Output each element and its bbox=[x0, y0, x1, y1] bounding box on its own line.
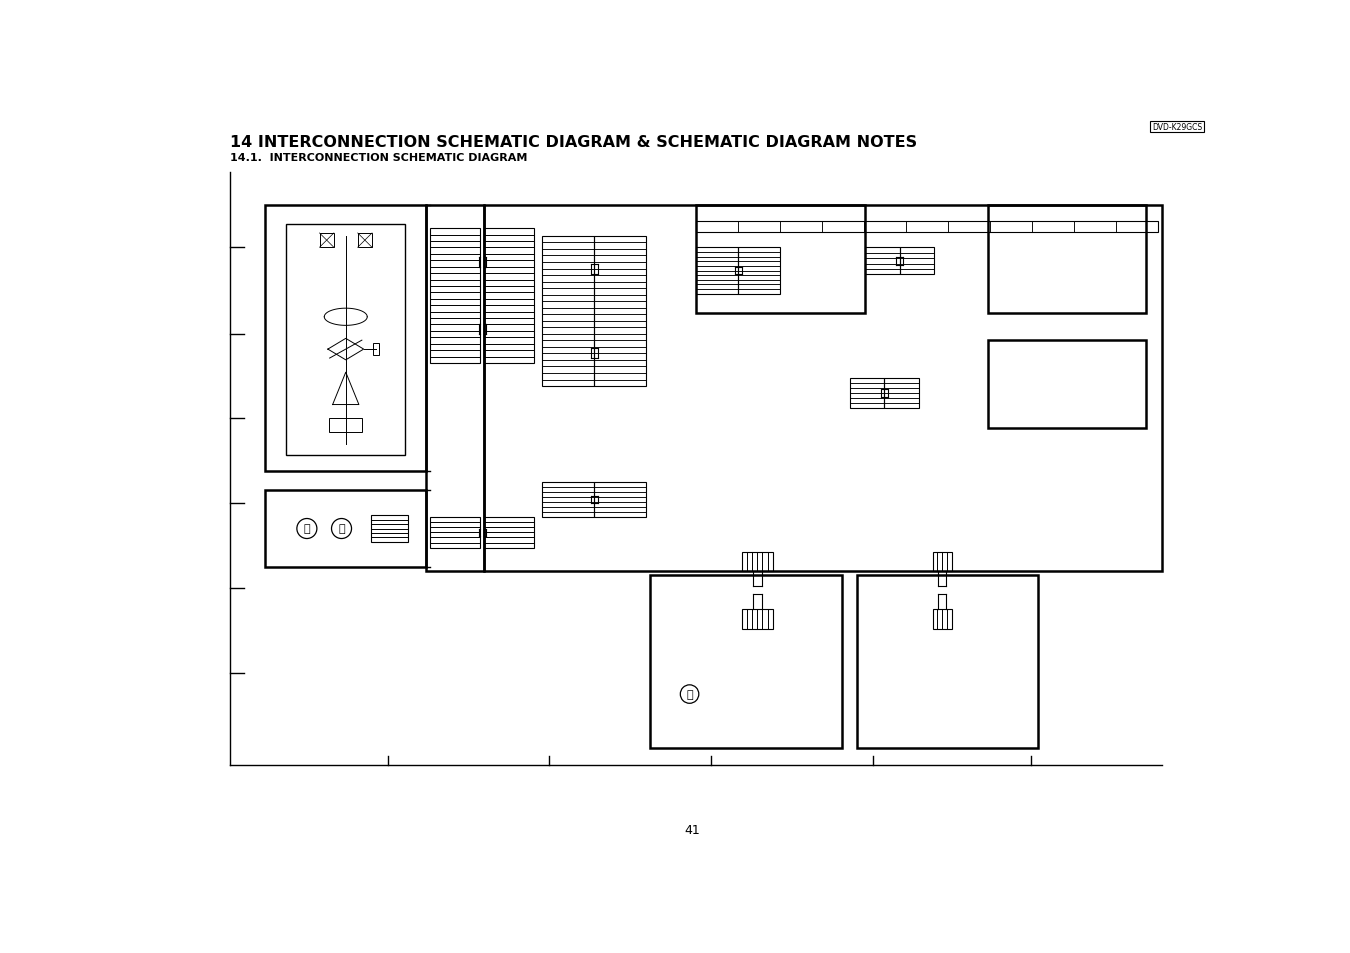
Text: Ⓜ: Ⓜ bbox=[686, 689, 693, 700]
Bar bbox=[884, 379, 919, 408]
Bar bbox=[988, 340, 1146, 429]
Bar bbox=[899, 248, 934, 275]
Bar bbox=[743, 610, 772, 629]
Bar bbox=[933, 552, 952, 571]
Text: Ⓜ: Ⓜ bbox=[339, 524, 344, 534]
Bar bbox=[743, 552, 772, 571]
Text: 14.1.  INTERCONNECTION SCHEMATIC DIAGRAM: 14.1. INTERCONNECTION SCHEMATIC DIAGRAM bbox=[230, 152, 528, 162]
Bar bbox=[857, 575, 1038, 748]
Bar bbox=[865, 248, 899, 275]
Bar bbox=[541, 483, 594, 517]
Bar bbox=[849, 379, 884, 408]
Bar bbox=[594, 236, 647, 387]
Bar bbox=[988, 206, 1146, 314]
Bar bbox=[933, 610, 952, 629]
Bar bbox=[649, 575, 842, 748]
Bar bbox=[594, 483, 647, 517]
Text: DVD-K29GCS: DVD-K29GCS bbox=[1152, 123, 1202, 132]
Bar bbox=[358, 233, 373, 248]
Bar bbox=[373, 344, 379, 355]
Bar bbox=[265, 206, 427, 472]
Bar bbox=[483, 206, 1161, 571]
Bar bbox=[483, 229, 535, 364]
Bar bbox=[286, 225, 405, 456]
Bar bbox=[483, 517, 535, 548]
Bar bbox=[427, 206, 483, 571]
Bar bbox=[1150, 122, 1204, 132]
Bar bbox=[541, 236, 594, 387]
Bar bbox=[329, 419, 362, 433]
Bar bbox=[695, 206, 865, 314]
Bar bbox=[695, 248, 738, 294]
Bar bbox=[265, 491, 427, 567]
Text: 41: 41 bbox=[684, 822, 699, 836]
Text: Ⓜ: Ⓜ bbox=[304, 524, 310, 534]
Bar bbox=[431, 229, 481, 364]
Bar bbox=[738, 248, 780, 294]
Bar bbox=[695, 221, 1158, 233]
Bar bbox=[320, 233, 333, 248]
Text: 14 INTERCONNECTION SCHEMATIC DIAGRAM & SCHEMATIC DIAGRAM NOTES: 14 INTERCONNECTION SCHEMATIC DIAGRAM & S… bbox=[230, 134, 917, 150]
Bar bbox=[371, 516, 408, 542]
Bar bbox=[431, 517, 481, 548]
